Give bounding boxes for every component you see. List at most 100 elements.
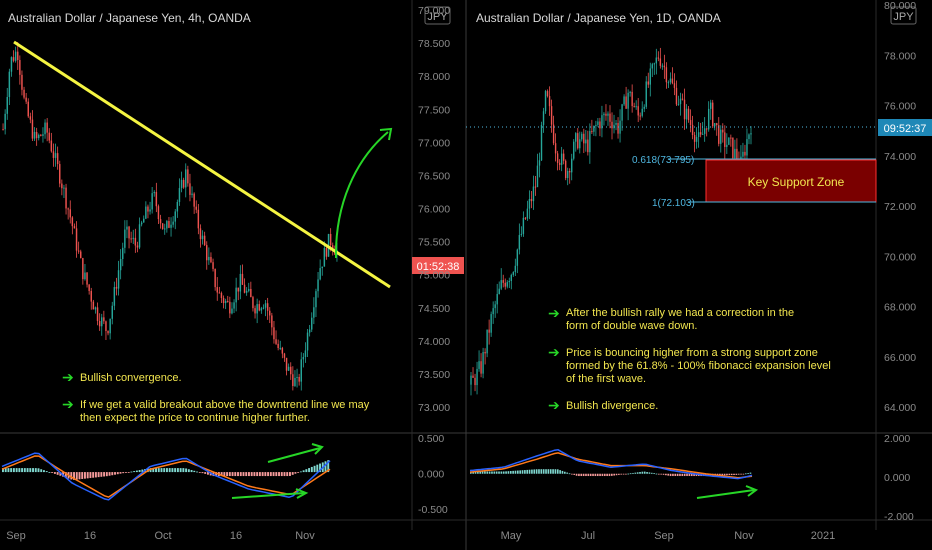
left-osc-upper-arrow [267,447,321,463]
candle-body [623,96,625,105]
candle-body [208,256,210,261]
candle-body [502,280,504,283]
candle-body [712,102,714,127]
histogram-bar [119,472,122,474]
histogram-bar [70,472,73,480]
histogram-bar [291,472,294,475]
right-jpy-badge[interactable] [890,6,917,25]
candle-body [71,217,74,227]
histogram-bar [559,470,561,474]
left-notes: ➔ Bullish convergence. ➔ If we get a val… [62,369,370,424]
histogram-bar [179,468,182,473]
candle-body [136,245,139,248]
candle-body [619,120,621,134]
histogram-bar [719,473,721,476]
candle-body [673,83,676,88]
histogram-bar [596,473,599,477]
right-time-axis-label: May [501,530,522,542]
macd-line [469,449,753,480]
histogram-bar [498,471,500,474]
histogram-bar [138,470,141,473]
histogram-bar [744,473,747,475]
candle-body [88,284,90,291]
candle-body [496,293,498,305]
candle-body [90,290,92,302]
histogram-bar [94,472,97,478]
histogram-bar [18,468,21,473]
histogram-bar [561,470,564,474]
candle-body [516,249,519,266]
histogram-bar [618,473,620,475]
histogram-bar [4,468,7,473]
histogram-bar [585,473,587,477]
candle-body [92,301,95,310]
candle-body [730,137,732,139]
candle-body [750,133,752,135]
candle-body [10,57,13,72]
histogram-bar [662,473,665,475]
histogram-bar [512,470,514,474]
histogram-bar [540,469,543,474]
candle-body [172,221,174,225]
candle-body [40,134,42,136]
histogram-bar [502,471,505,474]
candle-body [115,287,118,289]
histogram-bar [528,469,531,474]
left-time-axis-label: Sep [6,530,26,542]
histogram-bar [679,473,681,477]
histogram-bar [629,473,632,475]
histogram-bar [166,468,168,473]
histogram-bar [108,472,111,476]
right-osc-axis-label: 2.000 [884,433,910,445]
candle-body [233,302,235,309]
candle-body [84,272,86,280]
histogram-bar [12,468,15,473]
histogram-bar [655,473,658,475]
candle-body [718,125,720,144]
candle-body [691,124,694,136]
histogram-bar [514,470,517,474]
candle-body [107,330,109,334]
candle-body [490,314,492,333]
histogram-bar [735,473,738,475]
candle-body [508,280,510,283]
candle-body [46,122,48,133]
candle-body [681,98,684,100]
candle-body [159,219,162,224]
candle-body [635,106,637,108]
candle-body [569,171,571,173]
histogram-bar [78,472,81,480]
left-jpy-badge[interactable] [424,6,451,25]
candle-body [482,351,484,374]
candle-body [229,301,231,314]
histogram-bar [601,473,604,477]
histogram-bar [34,468,37,473]
candle-body [260,308,263,311]
candle-body [187,169,189,184]
histogram-bar [625,473,627,475]
right-chart-title: Australian Dollar / Japanese Yen, 1D, OA… [476,11,721,25]
candle-body [138,224,141,248]
histogram-bar [297,472,300,473]
candle-body [256,304,258,314]
histogram-bar [726,473,728,476]
histogram-bar [672,473,674,477]
candle-body [562,153,565,161]
candle-body [67,208,69,210]
histogram-bar [135,470,138,473]
note-correction: After the bullish rally we had a correct… [566,307,794,332]
histogram-bar [568,473,571,475]
candle-body [281,347,284,354]
histogram-bar [310,466,313,473]
candle-body [645,81,647,107]
candle-body [59,164,61,184]
candle-body [480,361,482,374]
right-time-axis-label: 2021 [811,530,835,542]
arrow-right-icon: ➔ [548,397,560,413]
histogram-bar [477,471,479,474]
candle-body [23,89,25,98]
histogram-bar [517,470,519,474]
candle-body [33,131,36,139]
candle-body [290,366,292,375]
candle-body [164,228,166,230]
